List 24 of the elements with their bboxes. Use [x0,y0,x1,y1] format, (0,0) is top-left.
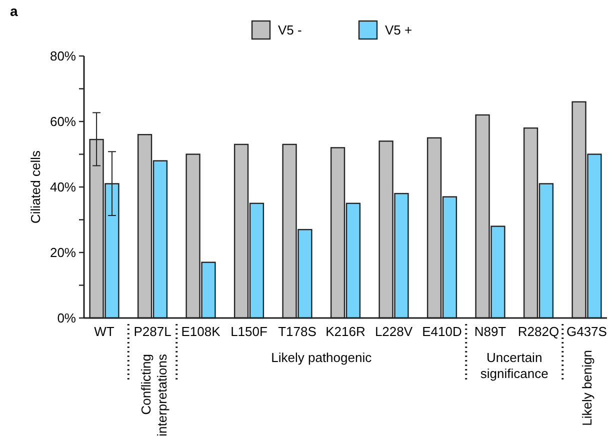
y-tick-label: 0% [57,310,76,326]
x-tick-label: WT [94,324,114,339]
x-tick-label: L228V [374,324,413,339]
legend-label: V5 + [385,22,412,38]
x-tick-label: E410D [422,324,462,339]
x-tick-label: N89T [474,324,506,339]
y-tick-label: 20% [50,245,76,260]
text: Likely benign [580,350,595,426]
x-tick-label: T178S [278,324,317,339]
y-tick-label: 40% [50,180,76,195]
y-axis-title: Ciliated cells [28,150,43,224]
legend-label: V5 - [278,22,302,38]
x-tick-label: K216R [326,324,366,339]
text: Likely pathogenic [271,350,372,365]
x-tick-label: P287L [134,324,172,339]
y-tick-label: 60% [50,114,76,130]
y-tick-label: 80% [50,48,76,64]
x-tick-label: G437S [566,324,608,339]
x-tick-label: R282Q [518,324,560,339]
x-tick-label: E108K [181,324,221,339]
text: Conflicting interpretations [138,354,170,436]
text: Uncertain significance [480,350,548,381]
chart-title: a [10,3,18,19]
x-tick-label: L150F [230,324,268,339]
